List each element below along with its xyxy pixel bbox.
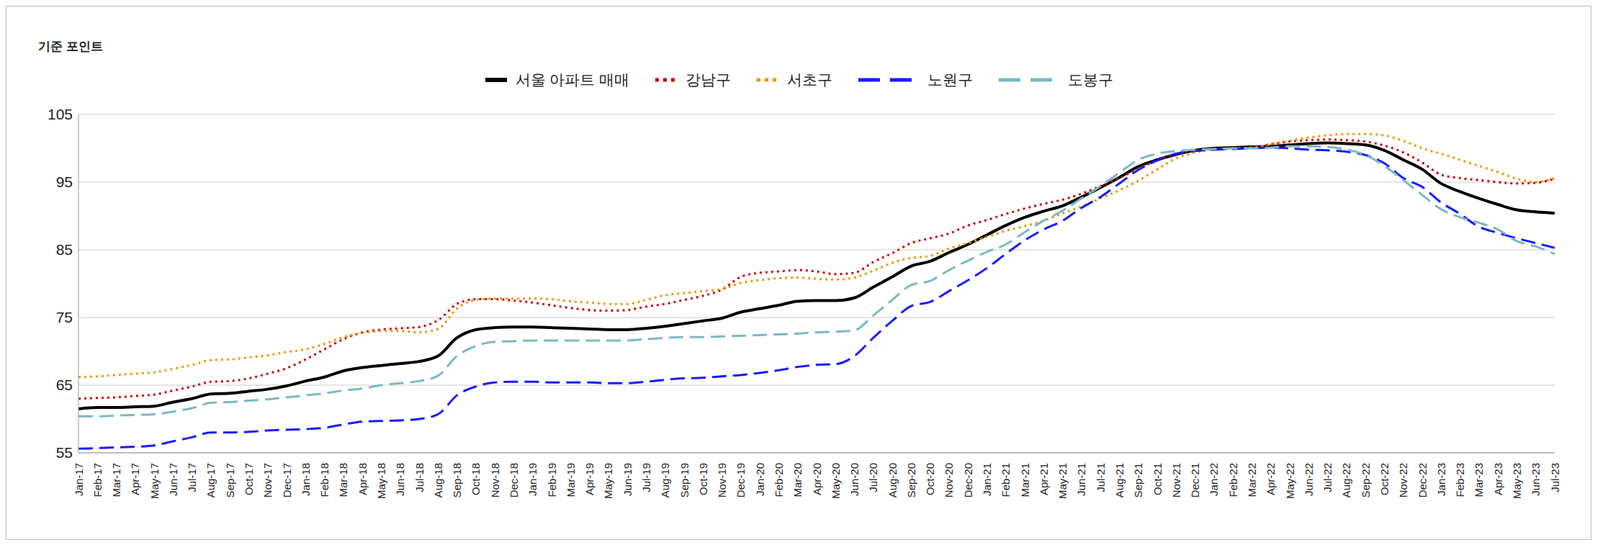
- svg-text:Aug-21: Aug-21: [1113, 463, 1126, 498]
- svg-text:Sep-18: Sep-18: [450, 463, 464, 498]
- svg-text:Sep-19: Sep-19: [678, 463, 691, 498]
- svg-text:Jul-21: Jul-21: [1094, 463, 1107, 493]
- svg-text:Aug-18: Aug-18: [432, 463, 445, 498]
- svg-text:Apr-18: Apr-18: [356, 463, 369, 496]
- svg-text:Oct-17: Oct-17: [242, 463, 255, 496]
- svg-text:95: 95: [56, 173, 73, 191]
- svg-text:65: 65: [56, 376, 73, 394]
- svg-text:Jun-22: Jun-22: [1302, 463, 1315, 497]
- svg-text:Apr-23: Apr-23: [1491, 463, 1505, 496]
- svg-text:Nov-22: Nov-22: [1396, 463, 1410, 498]
- svg-text:Jun-20: Jun-20: [848, 463, 861, 497]
- svg-text:Oct-19: Oct-19: [697, 463, 710, 496]
- svg-text:Aug-22: Aug-22: [1340, 463, 1353, 498]
- svg-text:55: 55: [56, 444, 73, 461]
- svg-text:Aug-20: Aug-20: [886, 463, 899, 498]
- svg-text:Apr-21: Apr-21: [1037, 463, 1050, 496]
- svg-text:Aug-17: Aug-17: [204, 463, 217, 498]
- svg-text:Jan-20: Jan-20: [753, 463, 767, 497]
- svg-text:Aug-19: Aug-19: [658, 463, 672, 498]
- svg-text:Sep-17: Sep-17: [223, 463, 237, 498]
- html-text:노원구: 노원구: [927, 71, 974, 88]
- svg-text:Feb-19: Feb-19: [545, 463, 559, 498]
- svg-text:Dec-18: Dec-18: [507, 463, 520, 498]
- svg-text:Feb-23: Feb-23: [1453, 463, 1467, 498]
- svg-text:Apr-22: Apr-22: [1264, 463, 1277, 496]
- html-text:서울 아파트 매매: 서울 아파트 매매: [515, 71, 630, 88]
- svg-text:Dec-20: Dec-20: [962, 463, 975, 498]
- html-text:도봉구: 도봉구: [1068, 71, 1114, 88]
- svg-text:Jul-18: Jul-18: [413, 463, 426, 493]
- svg-text:Jun-17: Jun-17: [167, 463, 180, 497]
- svg-text:Nov-18: Nov-18: [488, 463, 502, 498]
- svg-text:Dec-17: Dec-17: [280, 463, 294, 498]
- svg-text:Jul-20: Jul-20: [866, 463, 880, 493]
- svg-text:Jun-18: Jun-18: [393, 463, 407, 497]
- svg-text:Nov-21: Nov-21: [1170, 463, 1183, 498]
- svg-text:Oct-21: Oct-21: [1151, 463, 1164, 496]
- svg-text:Sep-22: Sep-22: [1359, 463, 1372, 498]
- svg-text:Jul-19: Jul-19: [640, 463, 653, 493]
- svg-text:Nov-20: Nov-20: [942, 463, 955, 498]
- svg-text:May-23: May-23: [1510, 463, 1523, 500]
- svg-text:Jun-23: Jun-23: [1529, 463, 1542, 497]
- svg-text:Mar-17: Mar-17: [110, 463, 123, 498]
- svg-text:105: 105: [47, 105, 73, 123]
- svg-text:May-21: May-21: [1056, 463, 1069, 500]
- svg-text:Jun-21: Jun-21: [1075, 463, 1088, 497]
- svg-text:Feb-20: Feb-20: [772, 463, 785, 498]
- svg-text:Mar-23: Mar-23: [1472, 463, 1485, 498]
- svg-text:Feb-17: Feb-17: [91, 463, 104, 498]
- svg-text:Nov-17: Nov-17: [261, 463, 274, 498]
- svg-text:Jul-17: Jul-17: [185, 463, 199, 493]
- svg-text:May-17: May-17: [148, 463, 161, 500]
- svg-text:May-20: May-20: [829, 463, 842, 500]
- svg-text:May-18: May-18: [375, 463, 388, 500]
- svg-text:75: 75: [56, 308, 73, 326]
- svg-text:Jan-17: Jan-17: [72, 463, 85, 497]
- svg-text:Jan-18: Jan-18: [299, 463, 312, 497]
- svg-text:Feb-21: Feb-21: [999, 463, 1012, 498]
- svg-text:Dec-21: Dec-21: [1188, 463, 1202, 498]
- html-text:기준 포인트: 기준 포인트: [38, 39, 103, 54]
- svg-text:May-19: May-19: [601, 463, 615, 500]
- svg-text:Oct-20: Oct-20: [923, 463, 937, 496]
- svg-text:Jul-23: Jul-23: [1548, 463, 1562, 493]
- svg-text:Dec-19: Dec-19: [734, 463, 747, 498]
- svg-text:Mar-21: Mar-21: [1018, 463, 1032, 498]
- svg-text:Apr-19: Apr-19: [583, 463, 596, 496]
- svg-text:Jan-21: Jan-21: [980, 463, 993, 497]
- svg-text:Apr-17: Apr-17: [128, 463, 142, 496]
- svg-text:Nov-19: Nov-19: [715, 463, 728, 498]
- svg-text:Sep-21: Sep-21: [1131, 463, 1145, 498]
- svg-text:Feb-18: Feb-18: [318, 463, 331, 498]
- svg-text:Apr-20: Apr-20: [810, 463, 824, 496]
- html-text:서초구: 서초구: [787, 71, 833, 88]
- svg-text:Jan-19: Jan-19: [526, 463, 539, 497]
- svg-text:Mar-20: Mar-20: [791, 463, 804, 498]
- svg-text:Mar-22: Mar-22: [1245, 463, 1258, 498]
- svg-text:Oct-22: Oct-22: [1378, 463, 1391, 496]
- svg-text:Jul-22: Jul-22: [1321, 463, 1334, 493]
- svg-text:85: 85: [56, 241, 73, 258]
- svg-text:Feb-22: Feb-22: [1227, 463, 1240, 498]
- svg-text:Jan-23: Jan-23: [1435, 463, 1448, 497]
- svg-text:Jan-22: Jan-22: [1207, 463, 1220, 497]
- svg-text:May-22: May-22: [1283, 463, 1297, 500]
- html-text:강남구: 강남구: [685, 71, 732, 88]
- svg-text:Sep-20: Sep-20: [905, 463, 918, 498]
- svg-text:Oct-18: Oct-18: [469, 463, 482, 496]
- svg-text:Jun-19: Jun-19: [621, 463, 634, 497]
- svg-text:Mar-18: Mar-18: [336, 463, 350, 498]
- svg-text:Mar-19: Mar-19: [564, 463, 577, 498]
- svg-text:Dec-22: Dec-22: [1416, 463, 1429, 498]
